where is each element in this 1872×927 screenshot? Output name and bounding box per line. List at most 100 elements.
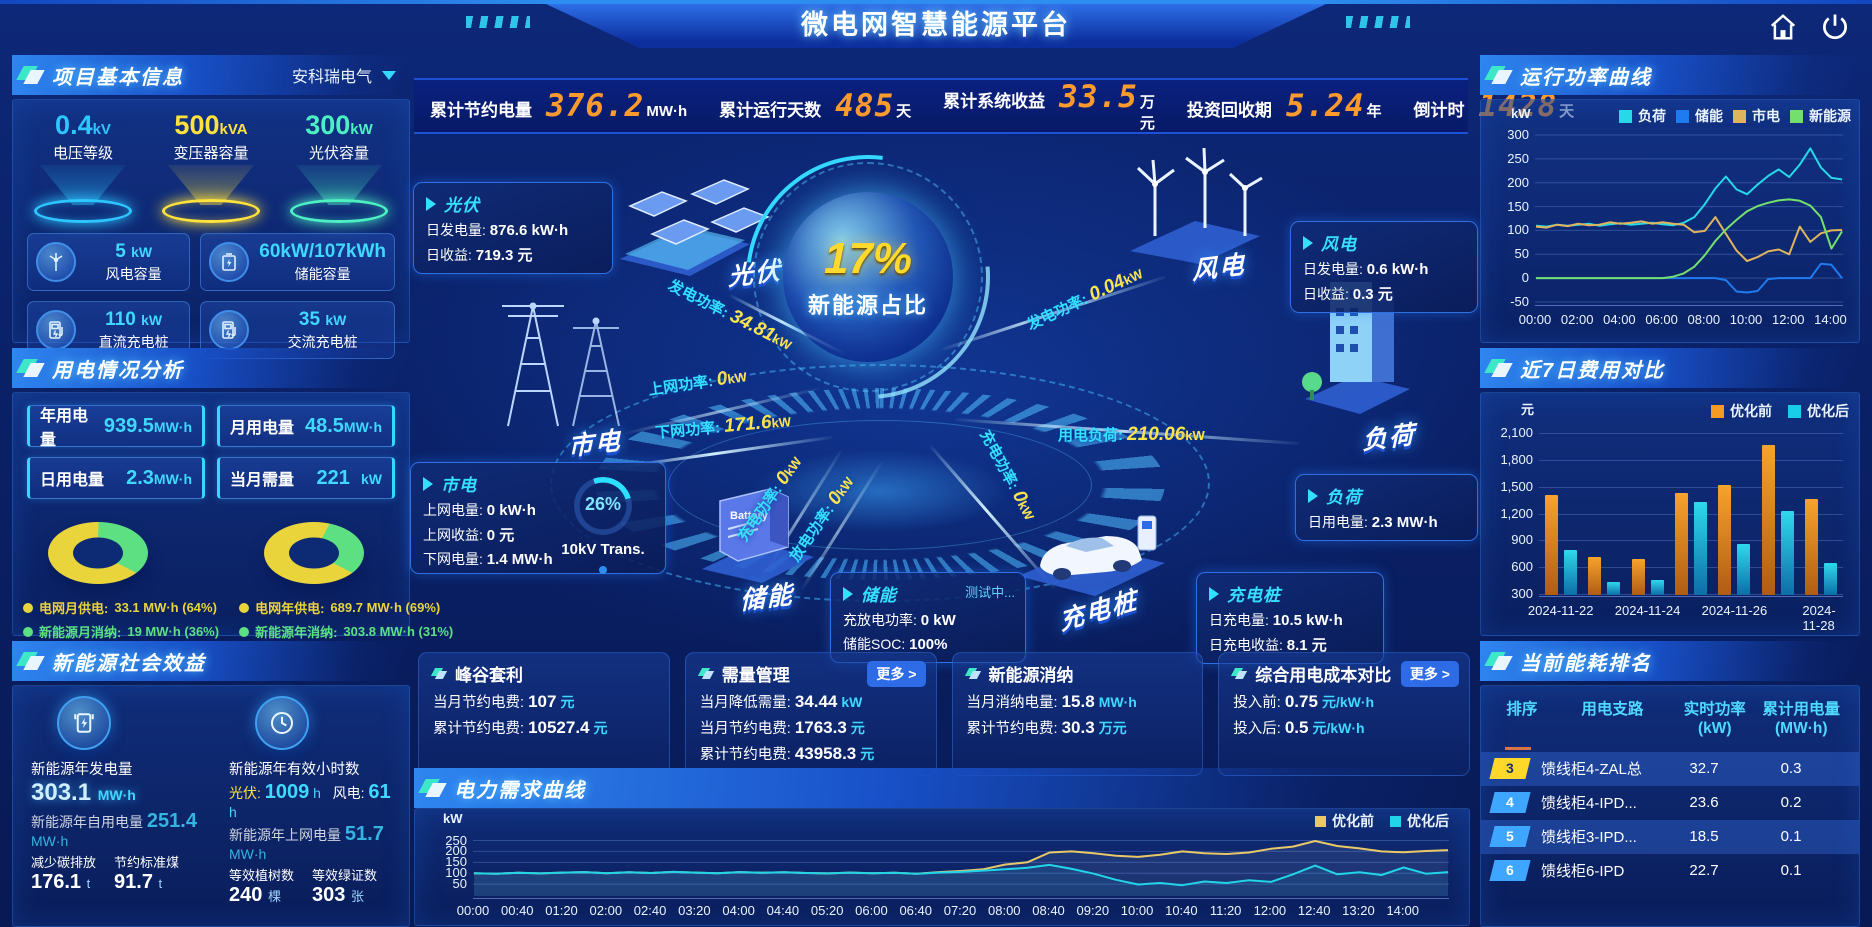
x-tick-label: 10:00: [1120, 903, 1154, 918]
legend-item: 市电: [1733, 106, 1780, 126]
company-dropdown[interactable]: 安科瑞电气: [292, 63, 396, 87]
indicator-dot: [599, 566, 607, 574]
panel-project-info: 项目基本信息 安科瑞电气 0.4kV 电压等级 500kVA 变压器容量 300…: [12, 55, 410, 359]
y-tick-label: 250: [1507, 150, 1529, 166]
gridline: [1539, 540, 1843, 542]
y-tick-label: 200: [445, 843, 467, 859]
ac-charger-icon: [209, 310, 250, 350]
power-line-chart: kW 负荷 储能 市电 新能源 00:00 02:00 04:00 06:00 08:00 10…: [1481, 100, 1859, 342]
arrow-icon: [843, 586, 853, 601]
power-off-icon[interactable]: [1820, 12, 1850, 42]
x-tick-label: 03:20: [678, 903, 711, 918]
dc-charger-icon: [36, 310, 76, 350]
chevron-down-icon: [382, 71, 396, 80]
plot-area: [473, 829, 1449, 899]
kpi-running-days: 累计运行天数 485 天: [719, 88, 912, 124]
donut-year: 电网年供电: 689.7 MW·h (69%) 新能源年消纳: 303.8 MW·h…: [229, 507, 463, 641]
realtime-power: 18.5: [1689, 828, 1719, 846]
rank-badge: 6: [1489, 860, 1531, 882]
x-tick-label: 04:00: [722, 903, 755, 918]
legend-grid-year: 电网年供电: 689.7 MW·h (69%): [239, 598, 453, 617]
legend-renewable-month: 新能源月消纳: 19 MW·h (36%): [23, 622, 219, 641]
x-tick-label: 09:20: [1076, 903, 1110, 918]
more-button[interactable]: 更多 >: [867, 661, 926, 687]
x-tick-label: 12:00: [1771, 312, 1805, 327]
gridline: [1539, 513, 1843, 515]
ranking-row: 6 馈线柜6-IPD 22.7 0.1: [1481, 854, 1859, 888]
certs-stat: 等效绿证数 303 张: [312, 868, 378, 906]
panel-demand-curve: 电力需求曲线 kW 优化前 优化后 00:00 00:40 01:20 02:00 02:…: [414, 768, 1470, 926]
glow-ring: [290, 199, 388, 223]
ranking-header-cell: 排序: [1506, 701, 1538, 718]
card-renewable-absorption: 新能源消纳 当月消纳电量: 15.8 MW·h 累计节约电费: 30.3 万元: [951, 652, 1204, 776]
to-grid-stat: 新能源年上网电量 51.7 MW·h: [229, 823, 384, 862]
tile-wind-capacity: 5 kW 风电容量: [27, 233, 191, 291]
card-glyph-icon: [700, 668, 714, 680]
header-decor-right: [1346, 16, 1410, 28]
stat-month-usage: 月用电量 48.5MW·h: [217, 405, 395, 447]
rank-badge: 3: [1489, 758, 1531, 780]
renewable-share-value: 17%: [823, 234, 913, 283]
card-peak-valley: 峰谷套利 当月节约电费: 107 元 累计节约电费: 10527.4 元: [418, 652, 670, 776]
x-tick-label: 12:40: [1297, 903, 1331, 918]
orb-dashed-ring: [753, 162, 983, 392]
co2-stat: 减少碳排放 176.1 t: [31, 855, 97, 893]
panel-body: 排序 用电支路 实时功率 (kW) 累计用电量 (MW·h) 3 馈线柜4-ZAL总 32…: [1480, 685, 1860, 927]
x-tick-label: 11:20: [1209, 903, 1242, 918]
x-tick-label: 08:00: [987, 903, 1021, 918]
kpi-total-revenue: 累计系统收益 33.5 万元: [943, 79, 1155, 132]
company-dropdown-value: 安科瑞电气: [291, 69, 372, 86]
total-energy: 0.1: [1780, 828, 1802, 846]
legend-item: 新能源: [1790, 106, 1851, 126]
panel-header: 运行功率曲线: [1480, 55, 1860, 95]
x-tick-label: 04:00: [1603, 312, 1636, 327]
stat-year-usage: 年用电量 939.5MW·h: [27, 405, 205, 449]
transformer-label: 10kV Trans.: [561, 541, 645, 558]
bar-优化后-2024-11-25: [1694, 501, 1707, 595]
y-tick-label: 250: [445, 832, 467, 848]
glow-ring: [34, 199, 132, 223]
x-tick-label: 00:00: [456, 903, 490, 918]
panel-body: kW 优化前 优化后 00:00 00:40 01:20 02:00 02:40 03:20…: [414, 808, 1470, 926]
legend-dot: [23, 602, 33, 613]
arrow-icon: [426, 196, 436, 211]
x-tick-label: 00:40: [500, 903, 534, 918]
legend-item: 优化后: [1390, 811, 1449, 831]
card-demand-management: 需量管理 更多 > 当月降低需量: 34.44 kW 当月节约电费: 1763.…: [684, 652, 937, 776]
coal-stat: 节约标准煤 91.7 t: [114, 855, 180, 893]
home-icon[interactable]: [1768, 12, 1798, 42]
bar-优化后-2024-11-27: [1780, 510, 1794, 595]
kpi-stats-bar: 累计节约电量 376.2 MW·h 累计运行天数 485 天 累计系统收益 33…: [414, 78, 1574, 134]
more-button[interactable]: 更多 >: [1400, 661, 1459, 687]
x-tick-label: 14:00: [1814, 312, 1847, 327]
node-label-storage: 储能: [739, 580, 795, 616]
panel-title: 近7日费用对比: [1520, 359, 1666, 382]
legend-swatch: [1788, 404, 1801, 418]
card-cost-comparison: 综合用电成本对比 更多 > 投入前: 0.75 元/kW·h 投入后: 0.5 …: [1218, 652, 1470, 776]
stat-day-usage: 日用电量 2.3MW·h: [27, 457, 205, 499]
x-tick-label: 14:00: [1386, 903, 1419, 918]
panel-social-benefit: 新能源社会效益 新能源年发电量 303.1 MW·h 新能源年自用电量 251.…: [12, 641, 410, 927]
realtime-power: 23.6: [1689, 794, 1719, 812]
panel-header: 新能源社会效益: [12, 641, 410, 681]
donut-month: 电网月供电: 33.1 MW·h (64%) 新能源月消纳: 19 MW·h (36…: [13, 507, 229, 641]
light-cone: [40, 165, 126, 205]
flow-load-power: 用电负荷: 210.06kW: [1058, 424, 1205, 445]
branch-name: 馈线柜6-IPD: [1541, 863, 1625, 881]
panel-glyph-icon: [1488, 652, 1510, 670]
y-tick-label: 1,200: [1500, 505, 1533, 521]
gridline: [1539, 433, 1843, 434]
legend-item: 优化前: [1315, 811, 1374, 831]
legend-swatch: [1790, 109, 1803, 123]
total-energy: 0.2: [1780, 794, 1802, 812]
usage-stats: 年用电量 939.5MW·h 月用电量 48.5MW·h 日用电量 2.3MW·…: [13, 393, 409, 499]
x-axis-labels: 00:00 02:00 04:00 06:00 08:00 10:00 12:00 14:00: [1481, 312, 1859, 330]
ev-charger-icon: [1010, 488, 1170, 603]
page-title: 微电网智慧能源平台: [801, 10, 1071, 40]
light-cone: [168, 165, 254, 205]
legend-dot: [239, 602, 250, 613]
bar-优化后-2024-11-28: [1824, 563, 1838, 595]
panel-energy-ranking: 当前能耗排名 排序 用电支路 实时功率 (kW) 累计用电量 (MW·h) 3 馈线柜4…: [1480, 641, 1860, 927]
gridline: [1539, 459, 1843, 461]
battery-cabinet-icon: Battery: [692, 481, 822, 591]
